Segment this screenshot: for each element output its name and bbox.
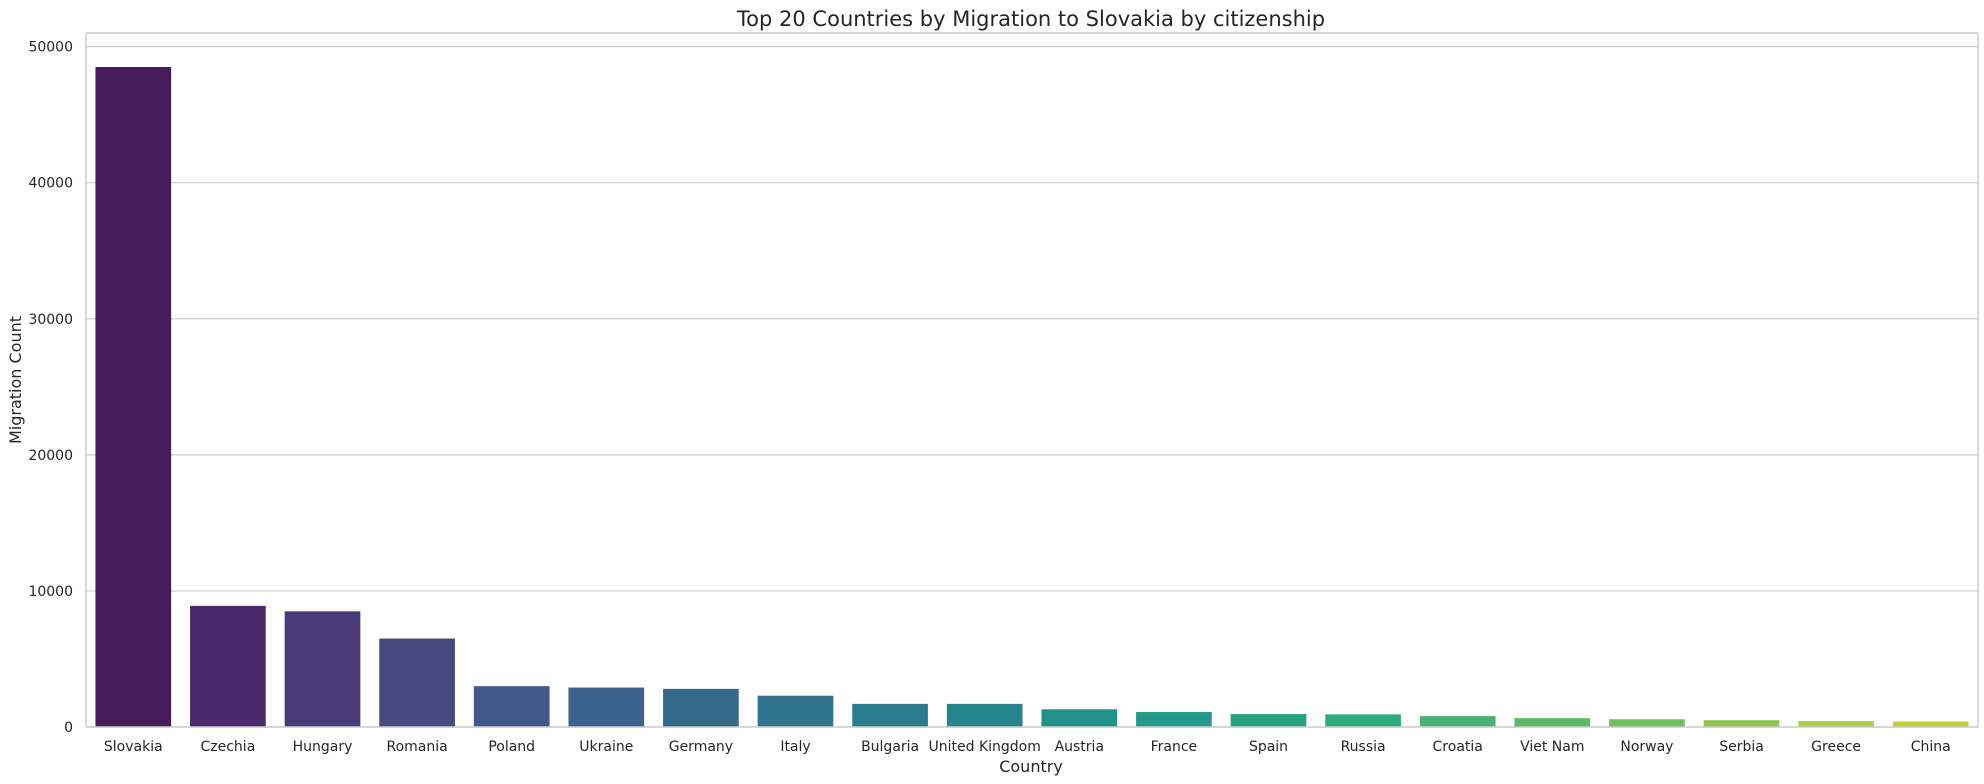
x-tick-label: Bulgaria bbox=[861, 739, 919, 755]
x-tick-label: Serbia bbox=[1719, 739, 1764, 755]
chart-title: Top 20 Countries by Migration to Slovaki… bbox=[736, 7, 1325, 31]
bar-serbia bbox=[1703, 720, 1780, 727]
bar-greece bbox=[1798, 721, 1874, 727]
x-tick-label: Austria bbox=[1055, 739, 1104, 755]
bar-united-kingdom bbox=[946, 703, 1023, 727]
bar-italy bbox=[757, 695, 834, 727]
bar-ukraine bbox=[568, 687, 645, 727]
bar-croatia bbox=[1419, 716, 1496, 727]
x-tick-labels: Slovakia Czechia Hungary Romania Poland Ukrai… bbox=[104, 739, 1951, 755]
bar-hungary bbox=[284, 611, 361, 727]
plot-frame bbox=[85, 32, 1979, 728]
bar-poland bbox=[473, 686, 550, 727]
y-axis-label: Migration Count bbox=[6, 316, 25, 444]
x-tick-label: Croatia bbox=[1433, 739, 1483, 755]
y-tick-label: 50000 bbox=[28, 40, 73, 56]
bar-russia bbox=[1325, 714, 1401, 727]
bar-spain bbox=[1230, 714, 1307, 727]
bar-czechia bbox=[190, 605, 266, 727]
x-tick-label: Russia bbox=[1341, 739, 1386, 755]
y-tick-label: 40000 bbox=[28, 176, 73, 192]
x-tick-label: Spain bbox=[1249, 739, 1288, 755]
x-tick-label: Viet Nam bbox=[1520, 739, 1584, 755]
y-tick-label: 10000 bbox=[28, 584, 73, 600]
x-tick-label: France bbox=[1151, 739, 1198, 755]
bar-china bbox=[1892, 721, 1969, 727]
bar-norway bbox=[1609, 719, 1685, 727]
plot-background bbox=[86, 33, 1978, 727]
x-tick-label: Italy bbox=[780, 739, 810, 755]
bars bbox=[95, 67, 1969, 728]
bar-slovakia bbox=[95, 67, 172, 728]
y-tick-label: 30000 bbox=[28, 312, 73, 328]
y-tick-label: 0 bbox=[64, 720, 73, 736]
x-tick-label: Norway bbox=[1620, 739, 1673, 755]
x-tick-label: Germany bbox=[669, 739, 733, 755]
x-tick-label: Czechia bbox=[201, 739, 256, 755]
x-tick-label: Hungary bbox=[293, 739, 353, 755]
x-axis-label: Country bbox=[999, 757, 1063, 776]
x-tick-label: Ukraine bbox=[579, 739, 633, 755]
bar-germany bbox=[663, 688, 739, 727]
bar-bulgaria bbox=[852, 703, 928, 727]
bar-viet-nam bbox=[1514, 718, 1591, 727]
x-tick-label: Slovakia bbox=[104, 739, 163, 755]
y-tick-labels: 0 10000 20000 30000 40000 50000 bbox=[28, 40, 73, 736]
bar-austria bbox=[1041, 709, 1118, 727]
x-tick-label: Romania bbox=[386, 739, 447, 755]
bar-romania bbox=[379, 638, 455, 727]
x-tick-label: Poland bbox=[488, 739, 535, 755]
x-tick-label: China bbox=[1911, 739, 1951, 755]
bar-france bbox=[1136, 712, 1212, 727]
x-tick-label: United Kingdom bbox=[929, 739, 1041, 755]
y-tick-label: 20000 bbox=[28, 448, 73, 464]
x-tick-label: Greece bbox=[1811, 739, 1861, 755]
